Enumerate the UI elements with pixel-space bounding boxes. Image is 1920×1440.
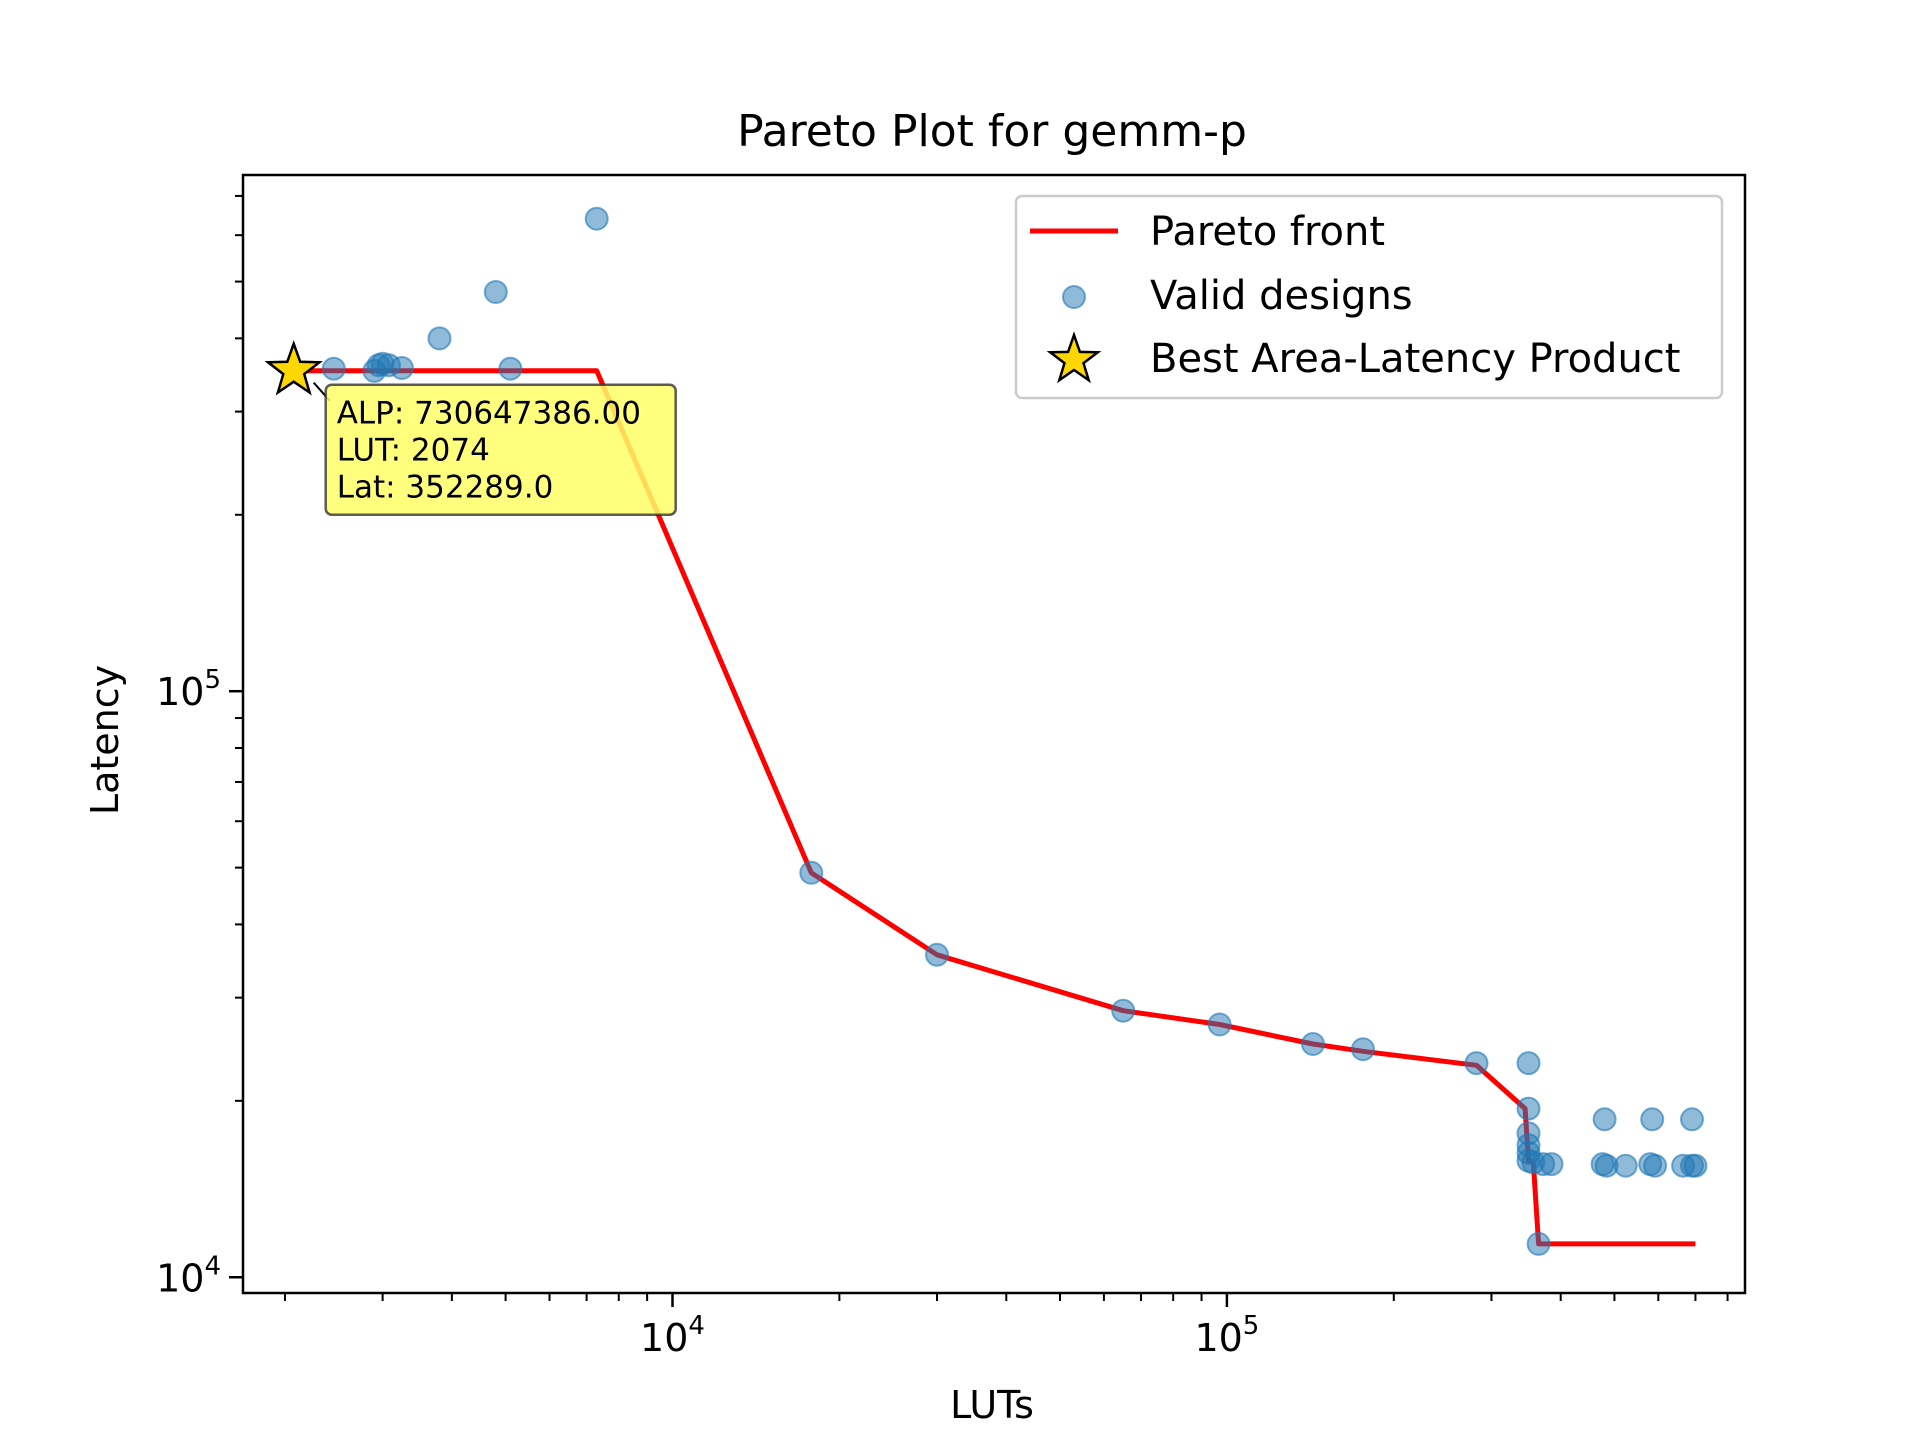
valid-design-point (389, 356, 414, 380)
best-annotation-line: ALP: 730647386.00 (337, 396, 641, 432)
best-design-star (264, 339, 323, 396)
valid-design-point (321, 356, 346, 381)
legend-box (1014, 194, 1724, 400)
valid-design-point (1640, 1107, 1665, 1132)
valid-design-point (1526, 1231, 1551, 1256)
legend: Pareto front Valid designs Best Area-Lat… (1014, 194, 1724, 400)
x-tick-label: 104 (640, 1311, 705, 1360)
y-tick-label: 104 (156, 1251, 221, 1300)
valid-design-point (799, 860, 824, 885)
valid-design-point (1464, 1051, 1489, 1076)
legend-label-valid-designs: Valid designs (1150, 273, 1413, 319)
x-axis-label: LUTs (950, 1383, 1034, 1427)
valid-design-point (1680, 1107, 1704, 1132)
valid-design-point (483, 280, 508, 304)
best-annotation-line: LUT: 2074 (337, 433, 490, 469)
y-major-ticks: 104 105 (156, 665, 243, 1300)
legend-label-pareto-front: Pareto front (1150, 209, 1385, 255)
valid-design-point (498, 356, 523, 381)
chart-title: Pareto Plot for gemm-p (737, 106, 1247, 157)
legend-label-best-alp: Best Area-Latency Product (1150, 336, 1680, 382)
axes-frame (241, 173, 1747, 1295)
x-tick-label: 105 (1194, 1311, 1259, 1360)
valid-design-point (1516, 1096, 1541, 1121)
y-axis-label: Latency (83, 665, 127, 815)
best-annotation-line: Lat: 352289.0 (337, 470, 554, 506)
valid-design-point (1111, 998, 1136, 1023)
valid-design-point (1613, 1153, 1638, 1178)
valid-design-point (1301, 1032, 1325, 1056)
x-major-ticks: 104 105 (640, 1293, 1259, 1360)
valid-design-point (925, 942, 949, 967)
legend-valid-designs-swatch (1062, 285, 1086, 309)
valid-design-point (584, 206, 609, 231)
valid-design-point (1207, 1012, 1232, 1037)
x-minor-ticks (283, 1293, 1729, 1301)
valid-design-point (427, 326, 452, 351)
valid-design-point (1539, 1152, 1564, 1177)
valid-design-point (1683, 1153, 1708, 1178)
y-minor-ticks (235, 194, 243, 1102)
valid-design-point (1592, 1107, 1617, 1132)
valid-design-point (1351, 1037, 1375, 1062)
valid-design-point (1516, 1051, 1541, 1076)
legend-star-swatch (1046, 331, 1102, 384)
best-annotation-box (324, 383, 677, 516)
y-tick-label: 105 (156, 665, 221, 714)
valid-design-point (1643, 1153, 1668, 1178)
